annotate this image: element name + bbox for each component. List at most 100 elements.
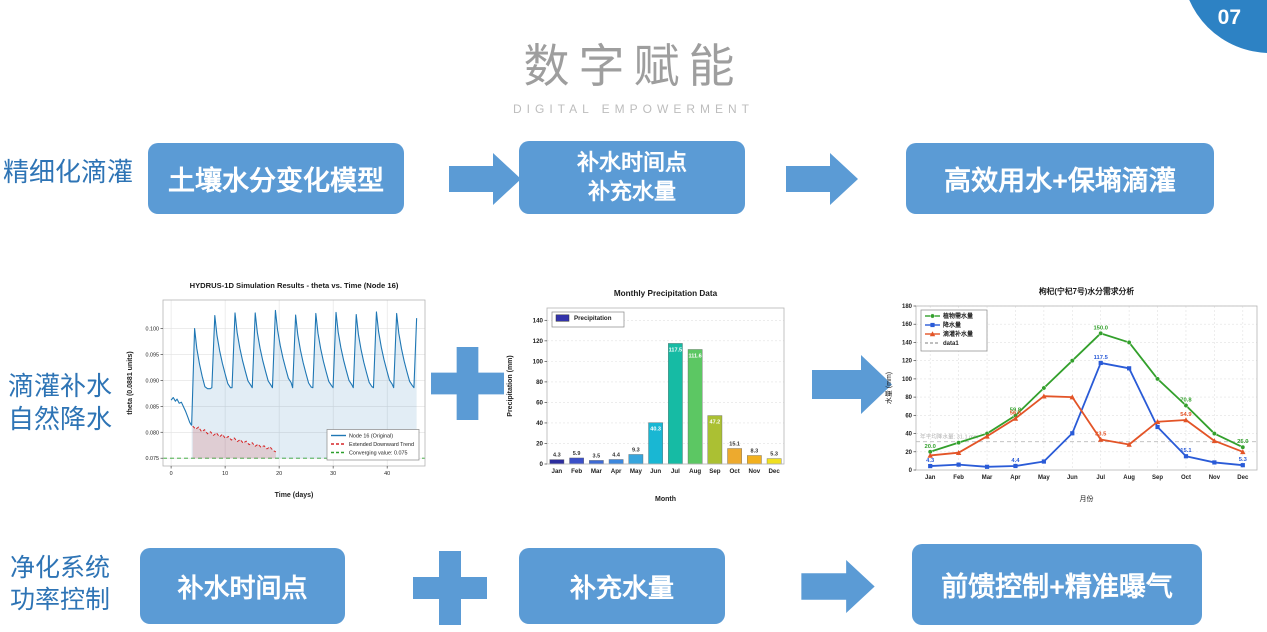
- svg-text:117.5: 117.5: [669, 347, 682, 353]
- svg-text:May: May: [1038, 475, 1050, 481]
- svg-text:Time (days): Time (days): [275, 492, 314, 499]
- svg-text:Aug: Aug: [1123, 475, 1135, 481]
- svg-text:Jan: Jan: [925, 475, 936, 481]
- svg-text:0: 0: [540, 461, 544, 468]
- svg-text:20: 20: [276, 471, 282, 477]
- svg-text:年平均降水量: 31.1 mm: 年平均降水量: 31.1 mm: [920, 433, 979, 441]
- plus-icon: [413, 551, 487, 625]
- water-demand-analysis-chart: 年平均降水量: 31.1 mm 20.0 59.8 150.0 70.8 25.0 4.3 4…: [884, 286, 1258, 503]
- flow-box-soil-moisture-model: 土壤水分变化模型: [148, 143, 404, 214]
- svg-text:40.3: 40.3: [650, 427, 661, 433]
- svg-text:data1: data1: [943, 341, 959, 347]
- svg-text:5.3: 5.3: [1239, 457, 1248, 463]
- svg-text:40: 40: [536, 420, 543, 427]
- svg-text:25.0: 25.0: [1237, 439, 1248, 445]
- svg-text:160: 160: [902, 322, 913, 328]
- svg-text:Jan: Jan: [552, 468, 563, 475]
- svg-text:Precipitation: Precipitation: [574, 315, 612, 322]
- arrow-right-icon: [801, 558, 875, 615]
- svg-text:20: 20: [536, 440, 543, 447]
- svg-text:植物需水量: 植物需水量: [942, 312, 973, 320]
- svg-text:10: 10: [222, 471, 228, 477]
- svg-text:Precipitation (mm): Precipitation (mm): [507, 355, 514, 416]
- svg-text:4.3: 4.3: [553, 453, 561, 459]
- svg-text:Monthly Precipitation Data: Monthly Precipitation Data: [614, 289, 718, 298]
- svg-text:180: 180: [902, 304, 913, 310]
- svg-text:30: 30: [330, 471, 336, 477]
- svg-text:0.085: 0.085: [146, 404, 160, 410]
- svg-text:Oct: Oct: [1181, 475, 1191, 481]
- svg-text:Feb: Feb: [953, 475, 964, 481]
- slide-header: 数字赋能 DIGITAL EMPOWERMENT: [0, 30, 1267, 116]
- svg-text:Jun: Jun: [1067, 475, 1078, 481]
- svg-text:枸杞(宁杞7号)水分需求分析: 枸杞(宁杞7号)水分需求分析: [1039, 286, 1134, 296]
- svg-text:4.4: 4.4: [1011, 458, 1020, 464]
- svg-text:Nov: Nov: [1209, 475, 1221, 481]
- svg-text:Jun: Jun: [650, 468, 661, 475]
- svg-text:Mar: Mar: [591, 468, 603, 475]
- plus-icon: [431, 347, 504, 420]
- arrow-right-icon: [812, 353, 892, 416]
- svg-text:Oct: Oct: [729, 468, 739, 475]
- svg-text:Aug: Aug: [689, 468, 701, 475]
- svg-text:滴灌补水量: 滴灌补水量: [943, 330, 973, 338]
- svg-text:9.3: 9.3: [632, 447, 640, 453]
- svg-text:May: May: [630, 468, 643, 475]
- svg-text:54.9: 54.9: [1180, 412, 1192, 418]
- svg-text:47.2: 47.2: [710, 420, 721, 426]
- svg-text:8.3: 8.3: [751, 448, 759, 454]
- svg-text:Month: Month: [655, 496, 676, 503]
- svg-text:Sep: Sep: [1152, 475, 1163, 481]
- svg-text:Apr: Apr: [611, 468, 622, 475]
- svg-text:100: 100: [533, 358, 544, 365]
- svg-text:140: 140: [533, 317, 544, 324]
- svg-text:Dec: Dec: [768, 468, 780, 475]
- svg-text:0.080: 0.080: [146, 430, 160, 436]
- svg-text:120: 120: [533, 338, 544, 345]
- arrow-right-icon: [449, 151, 521, 207]
- svg-text:4.3: 4.3: [926, 458, 935, 464]
- svg-text:117.5: 117.5: [1094, 355, 1109, 361]
- svg-text:Sep: Sep: [709, 468, 721, 475]
- flow-box-replenish-time-amount: 补水时间点 补充水量: [519, 141, 745, 214]
- svg-text:59.8: 59.8: [1010, 408, 1022, 414]
- svg-text:Dec: Dec: [1237, 475, 1249, 481]
- svg-text:月份: 月份: [1080, 494, 1094, 503]
- arrow-right-icon: [786, 151, 858, 207]
- svg-text:5.3: 5.3: [770, 452, 778, 458]
- svg-text:150.0: 150.0: [1093, 325, 1108, 331]
- svg-text:降水量: 降水量: [943, 321, 961, 329]
- svg-text:80: 80: [536, 379, 543, 386]
- svg-text:4.4: 4.4: [612, 452, 621, 458]
- svg-text:15.1: 15.1: [729, 442, 740, 448]
- monthly-precipitation-chart: 4.3 5.9 3.5 4.4 9.3 40.3 117.5 111.6 47.2 15.1 8.3…: [507, 289, 785, 503]
- svg-text:Converging value: 0.075: Converging value: 0.075: [349, 451, 407, 457]
- svg-text:Nov: Nov: [749, 468, 761, 475]
- svg-text:Node 16 (Original): Node 16 (Original): [349, 434, 393, 440]
- svg-text:Extended Downward Trend: Extended Downward Trend: [349, 442, 414, 448]
- page-title: 数字赋能: [523, 41, 744, 92]
- flow-box-replenish-time: 补水时间点: [140, 548, 345, 624]
- svg-text:theta (0.0881 units): theta (0.0881 units): [127, 351, 134, 414]
- svg-text:60: 60: [536, 399, 543, 406]
- svg-text:56.6: 56.6: [1010, 410, 1022, 416]
- svg-text:70.8: 70.8: [1180, 397, 1192, 403]
- row-label-drip-natural-water: 滴灌补水 自然降水: [8, 371, 113, 434]
- svg-text:Mar: Mar: [982, 475, 993, 481]
- svg-text:水量 (mm): 水量 (mm): [884, 372, 893, 404]
- svg-text:Jul: Jul: [671, 468, 680, 475]
- svg-text:20: 20: [905, 450, 912, 456]
- svg-text:3.5: 3.5: [593, 453, 601, 459]
- svg-text:40: 40: [905, 432, 912, 438]
- svg-text:140: 140: [902, 340, 913, 346]
- svg-text:0.100: 0.100: [146, 327, 160, 333]
- svg-text:20.0: 20.0: [925, 444, 936, 450]
- svg-text:80: 80: [905, 395, 912, 401]
- flow-box-efficient-water-use: 高效用水+保墒滴灌: [906, 143, 1214, 214]
- svg-text:60: 60: [905, 413, 912, 419]
- flow-box-feedforward-aeration: 前馈控制+精准曝气: [912, 544, 1202, 625]
- hydrus-simulation-chart: 0.075 0.080 0.085 0.090 0.095 0.100 0 10 20 30 40 H…: [127, 281, 426, 499]
- svg-text:0.095: 0.095: [146, 352, 160, 358]
- svg-text:HYDRUS-1D Simulation Results -: HYDRUS-1D Simulation Results - theta vs.…: [190, 281, 399, 290]
- svg-text:0.090: 0.090: [146, 378, 160, 384]
